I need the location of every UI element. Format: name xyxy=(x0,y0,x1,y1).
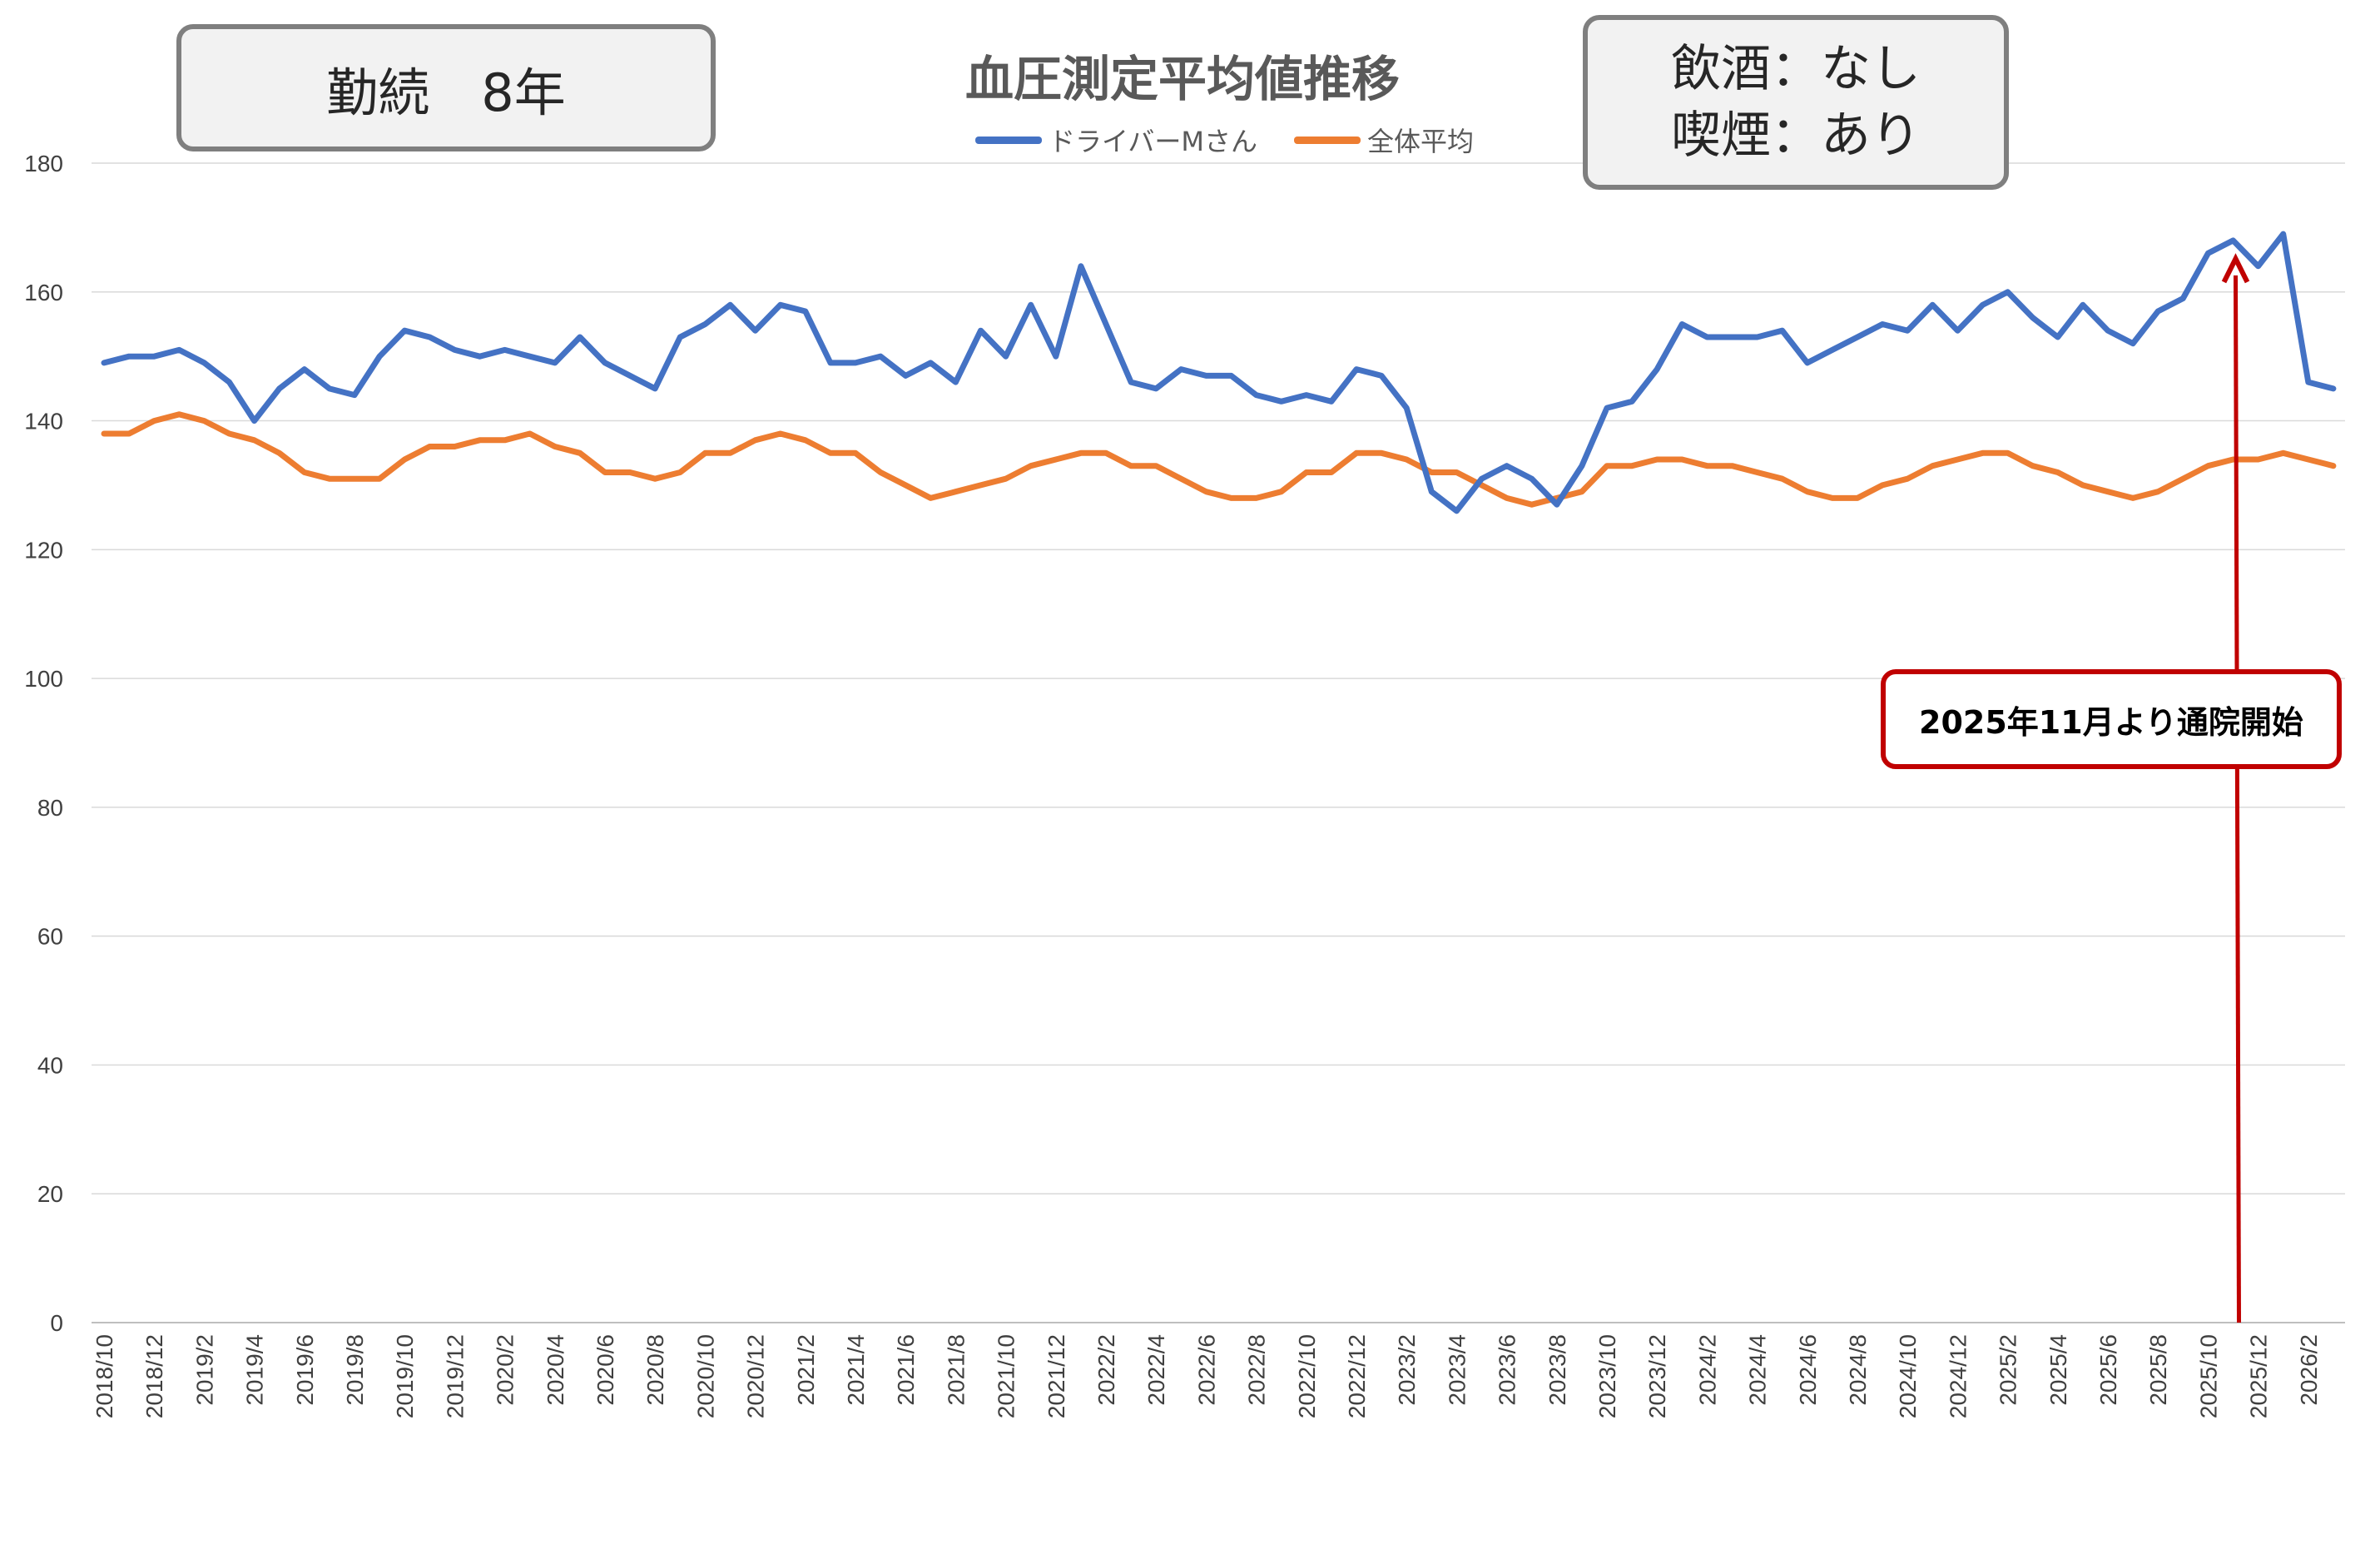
tenure-label: 勤続 8年 xyxy=(326,62,566,123)
drinking-status: 飲酒：なし xyxy=(1671,40,1921,98)
y-tick-label-120: 120 xyxy=(24,537,63,563)
x-tick-label: 2022/12 xyxy=(1344,1334,1370,1418)
x-tick-label: 2024/4 xyxy=(1745,1334,1771,1406)
x-tick-label: 2022/2 xyxy=(1093,1334,1119,1406)
legend-label-average: 全体平均 xyxy=(1366,126,1474,157)
annotation-arrow xyxy=(2221,253,2250,1323)
annotation-arrow-shaft xyxy=(2234,275,2241,1323)
x-tick-label: 2024/10 xyxy=(1895,1334,1921,1418)
x-tick-label: 2023/8 xyxy=(1545,1334,1570,1406)
x-tick-label: 2023/12 xyxy=(1644,1334,1670,1418)
x-tick-label: 2025/8 xyxy=(2145,1334,2171,1406)
annotation-callout: 2025年11月より通院開始 xyxy=(1881,669,2342,769)
habits-box: 飲酒：なし 喫煙：あり xyxy=(1583,15,2009,190)
x-tick-label: 2025/10 xyxy=(2195,1334,2221,1418)
x-tick-label: 2025/12 xyxy=(2246,1334,2272,1418)
x-tick-label: 2019/4 xyxy=(242,1334,268,1406)
x-tick-label: 2020/6 xyxy=(593,1334,618,1406)
x-tick-label: 2025/4 xyxy=(2045,1334,2071,1406)
x-tick-label: 2020/4 xyxy=(543,1334,568,1406)
annotation-arrow-head xyxy=(2221,253,2250,284)
y-tick-label-100: 100 xyxy=(24,666,63,692)
x-tick-label: 2022/6 xyxy=(1193,1334,1219,1406)
series-line-average xyxy=(101,411,2337,508)
x-tick-label: 2019/12 xyxy=(442,1334,468,1418)
y-tick-label-80: 80 xyxy=(37,795,63,821)
annotation-text: 2025年11月より通院開始 xyxy=(1919,703,2303,741)
x-tick-label: 2019/2 xyxy=(191,1334,217,1406)
x-tick-label: 2021/10 xyxy=(994,1334,1019,1418)
legend-item-average: 全体平均 xyxy=(1293,121,1474,159)
x-tick-label: 2021/12 xyxy=(1044,1334,1069,1418)
x-tick-label: 2024/12 xyxy=(1945,1334,1971,1418)
x-tick-label: 2022/4 xyxy=(1143,1334,1169,1406)
x-tick-label: 2024/2 xyxy=(1694,1334,1720,1406)
x-tick-label: 2018/10 xyxy=(92,1334,117,1418)
x-tick-label: 2022/10 xyxy=(1294,1334,1320,1418)
x-tick-label: 2023/10 xyxy=(1594,1334,1620,1418)
legend: ドライバーMさん 全体平均 xyxy=(975,122,1510,158)
x-tick-label: 2019/8 xyxy=(342,1334,368,1406)
y-tick-label-180: 180 xyxy=(24,151,63,176)
x-tick-label: 2021/2 xyxy=(793,1334,819,1406)
x-tick-label: 2018/12 xyxy=(141,1334,167,1418)
y-tick-label-140: 140 xyxy=(24,409,63,434)
y-tick-label-40: 40 xyxy=(37,1052,63,1078)
smoking-status: 喫煙：あり xyxy=(1671,107,1921,165)
x-tick-label: 2021/4 xyxy=(843,1334,869,1406)
y-tick-label-0: 0 xyxy=(50,1310,63,1336)
y-axis-ticks: 0 20 40 60 80 100 120 140 160 180 xyxy=(24,151,63,1336)
y-tick-label-160: 160 xyxy=(24,280,63,305)
x-tick-label: 2021/6 xyxy=(893,1334,919,1406)
series-lines xyxy=(101,231,2337,514)
x-tick-label: 2025/2 xyxy=(1996,1334,2021,1406)
x-tick-label: 2021/8 xyxy=(943,1334,969,1406)
x-axis-ticks: 2018/10 2018/12 2019/2 2019/4 2019/6 2019/8 20… xyxy=(92,1334,2322,1418)
tenure-box: 勤続 8年 xyxy=(176,24,716,151)
y-tick-label-20: 20 xyxy=(37,1181,63,1207)
x-tick-label: 2023/2 xyxy=(1394,1334,1420,1406)
x-tick-label: 2024/6 xyxy=(1795,1334,1821,1406)
series-line-driver xyxy=(101,231,2337,514)
x-tick-label: 2020/2 xyxy=(493,1334,518,1406)
x-tick-label: 2020/8 xyxy=(642,1334,668,1406)
x-tick-label: 2019/6 xyxy=(292,1334,318,1406)
x-tick-label: 2019/10 xyxy=(392,1334,418,1418)
legend-swatch-driver xyxy=(975,136,1042,144)
x-tick-label: 2022/8 xyxy=(1244,1334,1270,1406)
x-tick-label: 2023/6 xyxy=(1495,1334,1520,1406)
x-tick-label: 2023/4 xyxy=(1444,1334,1470,1406)
legend-item-driver: ドライバーMさん xyxy=(975,121,1257,159)
x-tick-label: 2025/6 xyxy=(2095,1334,2121,1406)
x-tick-label: 2024/8 xyxy=(1845,1334,1871,1406)
y-tick-label-60: 60 xyxy=(37,924,63,950)
legend-swatch-average xyxy=(1293,136,1361,144)
x-tick-label: 2020/10 xyxy=(692,1334,718,1418)
x-tick-label: 2020/12 xyxy=(743,1334,769,1418)
x-tick-label: 2026/2 xyxy=(2296,1334,2322,1406)
legend-label-driver: ドライバーMさん xyxy=(1049,126,1257,157)
chart-title: 血圧測定平均値推移 xyxy=(965,51,1401,107)
